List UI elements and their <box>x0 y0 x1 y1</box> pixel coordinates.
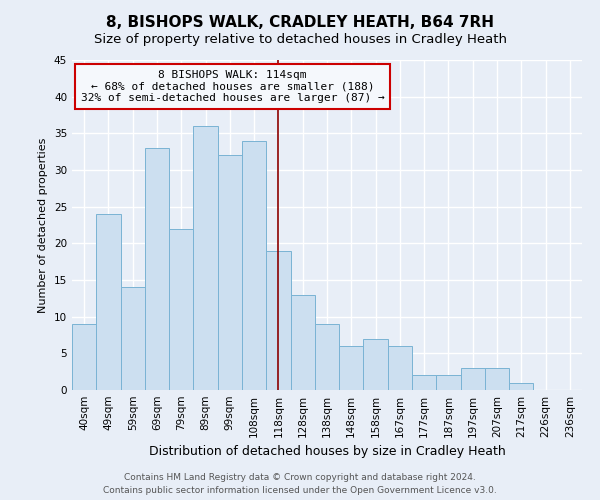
Y-axis label: Number of detached properties: Number of detached properties <box>38 138 49 312</box>
Bar <box>121 288 145 390</box>
Bar <box>72 324 96 390</box>
Bar <box>145 148 169 390</box>
Bar <box>364 338 388 390</box>
Bar <box>509 382 533 390</box>
Bar <box>436 376 461 390</box>
Bar <box>315 324 339 390</box>
Bar <box>266 250 290 390</box>
Bar <box>96 214 121 390</box>
Text: 8 BISHOPS WALK: 114sqm
← 68% of detached houses are smaller (188)
32% of semi-de: 8 BISHOPS WALK: 114sqm ← 68% of detached… <box>81 70 385 103</box>
Bar <box>193 126 218 390</box>
Bar <box>242 140 266 390</box>
Bar <box>339 346 364 390</box>
Bar <box>485 368 509 390</box>
Bar <box>461 368 485 390</box>
Text: Contains HM Land Registry data © Crown copyright and database right 2024.
Contai: Contains HM Land Registry data © Crown c… <box>103 474 497 495</box>
Bar <box>218 156 242 390</box>
Bar <box>169 228 193 390</box>
X-axis label: Distribution of detached houses by size in Cradley Heath: Distribution of detached houses by size … <box>149 446 505 458</box>
Bar <box>412 376 436 390</box>
Text: Size of property relative to detached houses in Cradley Heath: Size of property relative to detached ho… <box>94 32 506 46</box>
Bar <box>290 294 315 390</box>
Bar <box>388 346 412 390</box>
Text: 8, BISHOPS WALK, CRADLEY HEATH, B64 7RH: 8, BISHOPS WALK, CRADLEY HEATH, B64 7RH <box>106 15 494 30</box>
